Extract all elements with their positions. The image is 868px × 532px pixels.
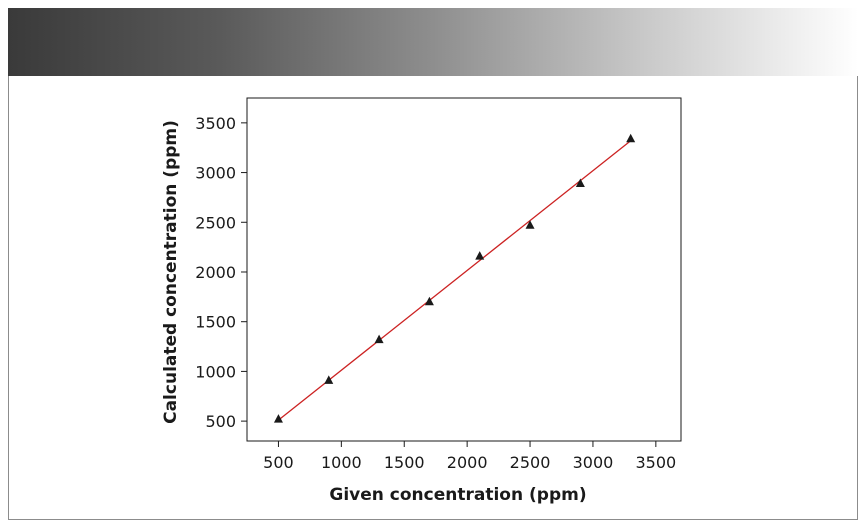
y-tick-label: 1500 bbox=[195, 313, 236, 332]
x-tick-label: 2500 bbox=[510, 453, 551, 472]
header-gradient-band bbox=[8, 8, 858, 76]
data-point-triangle bbox=[626, 133, 636, 143]
plot-area bbox=[246, 97, 682, 442]
x-tick-label: 2000 bbox=[447, 453, 488, 472]
y-tick-label: 1000 bbox=[195, 362, 236, 381]
y-tick-label: 2500 bbox=[195, 213, 236, 232]
x-tick-label: 3500 bbox=[635, 453, 676, 472]
x-tick-label: 1500 bbox=[384, 453, 425, 472]
data-point-triangle bbox=[575, 178, 585, 188]
data-point-triangle bbox=[273, 414, 283, 423]
y-axis-title: Calculated concentration (ppm) bbox=[161, 120, 181, 424]
y-tick-label: 500 bbox=[205, 412, 236, 431]
y-tick-label: 3500 bbox=[195, 114, 236, 133]
figure-frame bbox=[8, 8, 858, 520]
data-point-triangle bbox=[475, 251, 485, 260]
x-axis-title: Given concentration (ppm) bbox=[329, 485, 586, 505]
y-tick-label: 2000 bbox=[195, 263, 236, 282]
y-tick-label: 3000 bbox=[195, 164, 236, 183]
y-axis-ticks: 500 1000 1500 2000 2500 3000 3500 bbox=[195, 114, 247, 431]
x-tick-label: 3000 bbox=[573, 453, 614, 472]
fit-line-group bbox=[278, 140, 632, 421]
x-tick-label: 500 bbox=[263, 453, 294, 472]
fit-line bbox=[278, 140, 632, 421]
x-axis-ticks: 500 1000 1500 2000 2500 3000 3500 bbox=[263, 441, 676, 472]
data-point-triangle bbox=[324, 375, 334, 384]
data-points bbox=[273, 133, 636, 423]
data-point-triangle bbox=[374, 334, 384, 344]
data-point-triangle bbox=[525, 220, 535, 229]
data-point-triangle bbox=[424, 296, 434, 306]
x-tick-label: 1000 bbox=[321, 453, 362, 472]
